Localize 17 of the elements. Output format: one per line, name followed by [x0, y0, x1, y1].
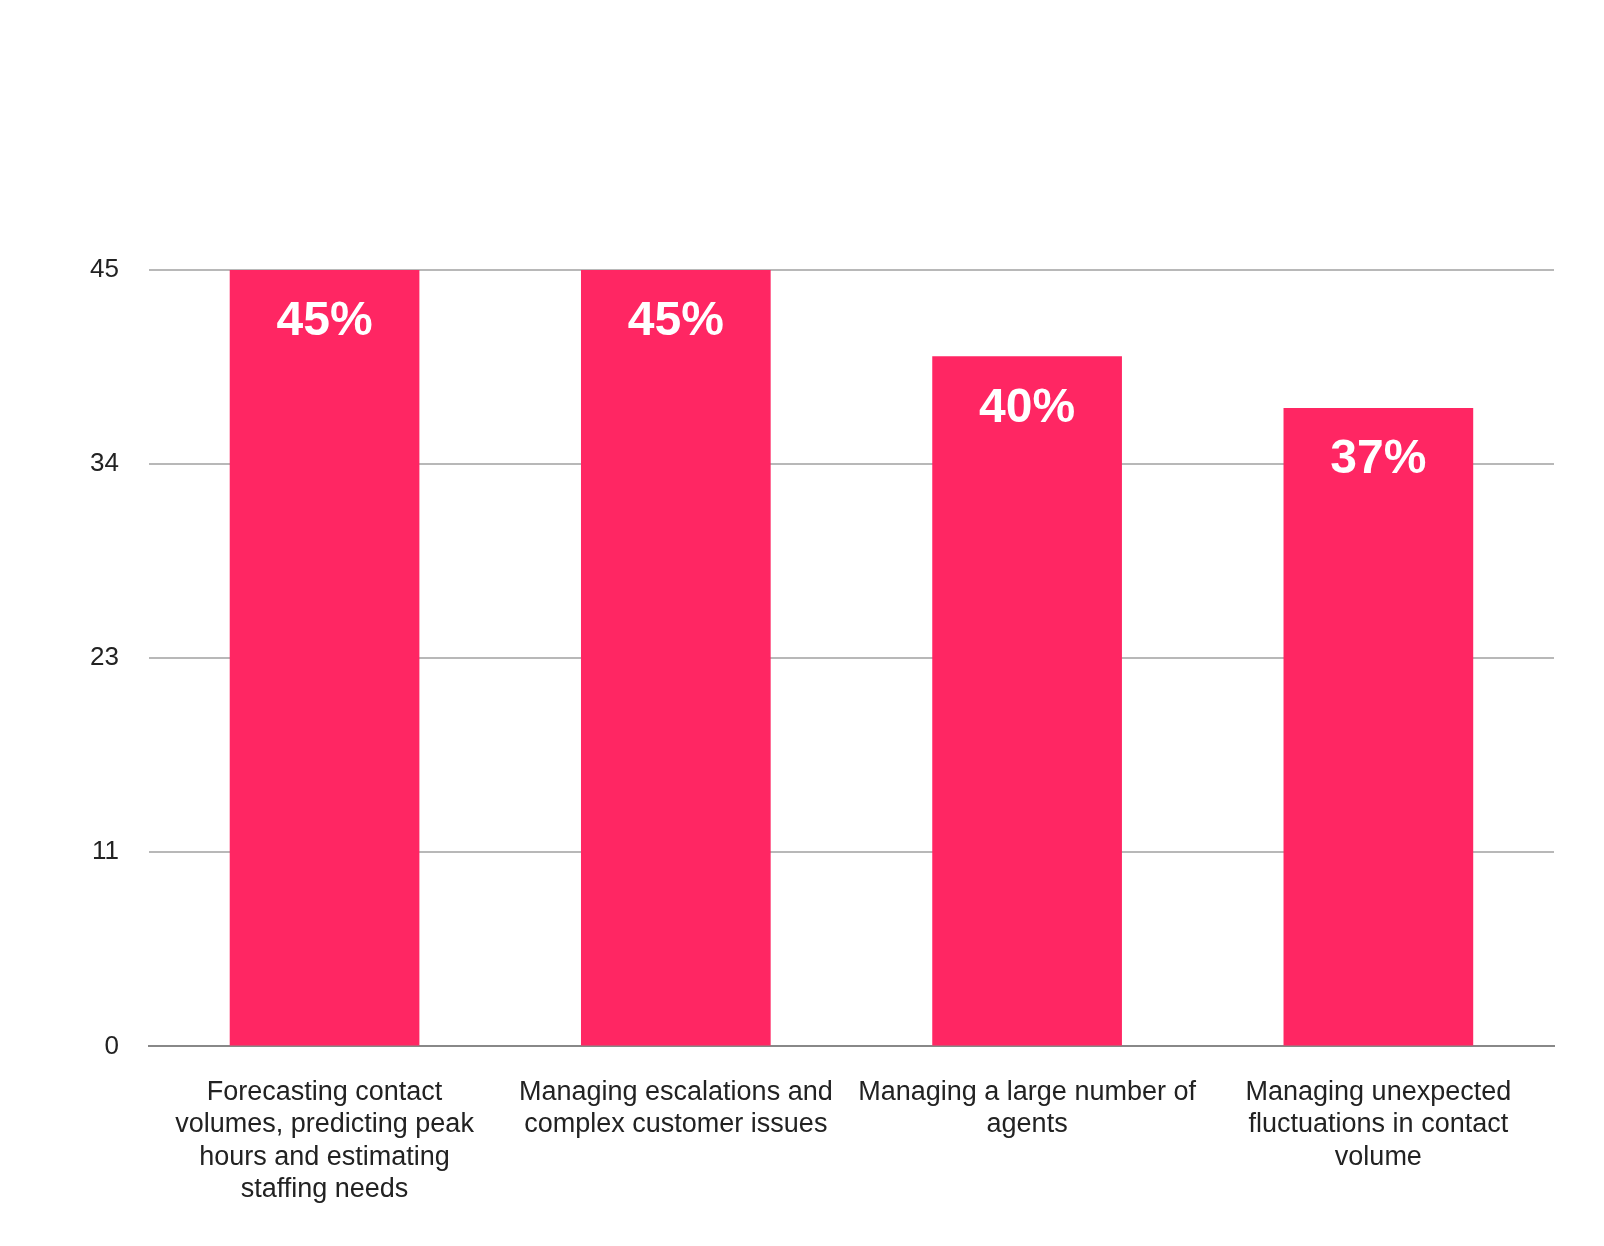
bar [1283, 408, 1474, 1046]
bar [229, 270, 420, 1046]
bar [932, 356, 1122, 1046]
x-tick-label: Managing unexpected fluctuations in contact volume [1245, 1076, 1512, 1171]
y-tick-label: 0 [104, 1029, 119, 1060]
x-tick-label: Forecasting contact volumes, predicting peak hours and estimating staffing needs [175, 1076, 475, 1204]
x-tick-label: Managing escalations and complex customer issues [518, 1076, 833, 1139]
data-label: 45% [276, 292, 373, 346]
data-label: 45% [627, 292, 724, 346]
data-label: 40% [979, 378, 1076, 432]
y-tick-label: 34 [90, 447, 119, 478]
data-label: 37% [1330, 430, 1427, 484]
y-tick-label: 11 [91, 835, 119, 866]
y-tick-label: 23 [90, 641, 119, 672]
y-tick-label: 45 [90, 253, 119, 284]
bar [580, 270, 771, 1046]
x-tick-label: Managing a large number of agents [858, 1076, 1197, 1139]
